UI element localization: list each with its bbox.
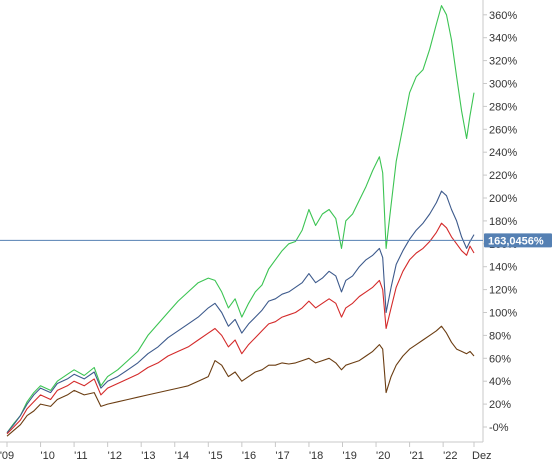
y-tick-label: 240% [489, 147, 517, 159]
y-tick-label: 260% [489, 124, 517, 136]
series-line-brown [6, 325, 475, 437]
x-tick-label: '19 [342, 450, 356, 462]
x-axis-ticks: '09 '10 '11 '12 '13 '14 '15 '16 '17 '18 '19 '20 '21 '… [0, 442, 492, 462]
x-tick-label: Dez [472, 450, 492, 462]
x-tick-label: '18 [309, 450, 323, 462]
series-line-red [6, 222, 475, 435]
y-tick-label: -0% [489, 422, 509, 434]
y-tick-label: 280% [489, 101, 517, 113]
x-tick-label: '14 [175, 450, 189, 462]
y-tick-label: 200% [489, 193, 517, 205]
y-tick-label: 180% [489, 216, 517, 228]
y-tick-label: 340% [489, 33, 517, 45]
x-tick-label: '13 [141, 450, 155, 462]
y-tick-label: 20% [489, 399, 511, 411]
y-tick-label: 300% [489, 79, 517, 91]
y-tick-label: 360% [489, 10, 517, 22]
x-tick-label: '12 [108, 450, 122, 462]
series-layer [6, 5, 475, 437]
x-tick-label: '17 [275, 450, 289, 462]
y-tick-label: 80% [489, 330, 511, 342]
x-tick-label: '16 [242, 450, 256, 462]
y-tick-label: 320% [489, 56, 517, 68]
x-tick-label: '15 [208, 450, 222, 462]
crosshair-value-label: 163,0456% [488, 235, 544, 247]
x-tick-label: '20 [376, 450, 390, 462]
x-tick-label: '11 [74, 450, 88, 462]
y-tick-label: 60% [489, 353, 511, 365]
series-line-green [6, 5, 475, 434]
x-tick-label: '21 [410, 450, 424, 462]
x-tick-label: '10 [41, 450, 55, 462]
y-tick-label: 220% [489, 170, 517, 182]
x-tick-label: '22 [443, 450, 457, 462]
series-line-blue [6, 190, 475, 434]
crosshair-value-badge [484, 233, 552, 248]
y-tick-label: 140% [489, 262, 517, 274]
y-tick-label: 40% [489, 376, 511, 388]
y-tick-label: 100% [489, 308, 517, 320]
y-tick-label: 120% [489, 285, 517, 297]
crosshair[interactable]: 163,0456% [0, 233, 552, 248]
x-tick-label: '09 [0, 450, 14, 462]
